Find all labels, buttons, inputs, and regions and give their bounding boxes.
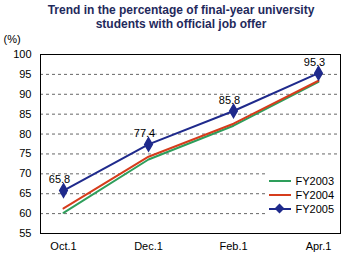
svg-text:55: 55 [19,227,31,239]
svg-text:77.4: 77.4 [134,127,155,139]
html-text:FY2005: FY2005 [295,203,334,215]
svg-text:70: 70 [19,167,31,179]
svg-text:80: 80 [19,128,31,140]
svg-text:(%): (%) [4,33,21,45]
svg-text:Feb.1: Feb.1 [219,240,247,252]
svg-text:85: 85 [19,108,31,120]
svg-text:85.8: 85.8 [219,94,240,106]
svg-text:Dec.1: Dec.1 [134,240,163,252]
svg-text:75: 75 [19,147,31,159]
html-text:FY2004: FY2004 [295,189,334,201]
svg-text:95: 95 [19,68,31,80]
svg-text:95.3: 95.3 [304,56,325,68]
svg-text:65: 65 [19,187,31,199]
svg-text:Apr.1: Apr.1 [306,240,332,252]
svg-text:Oct.1: Oct.1 [50,240,76,252]
html-text:FY2003: FY2003 [295,175,334,187]
svg-text:100: 100 [13,48,31,60]
svg-text:90: 90 [19,88,31,100]
svg-text:60: 60 [19,207,31,219]
html-text:Trend in the percentage of fin: Trend in the percentage of final-year un… [47,3,315,31]
svg-text:65.8: 65.8 [49,173,70,185]
